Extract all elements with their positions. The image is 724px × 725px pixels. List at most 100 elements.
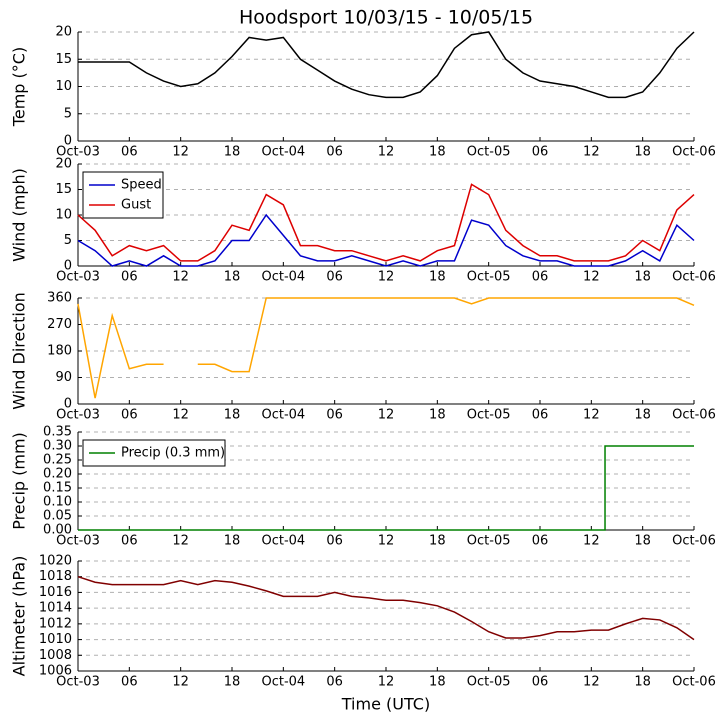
y-tick-label: 5 <box>64 106 72 121</box>
data-line <box>78 31 695 99</box>
y-tick-label: 0.05 <box>43 509 72 524</box>
x-tick-label: 12 <box>378 145 395 160</box>
y-tick-label: 0.35 <box>43 425 72 440</box>
x-tick-label: 06 <box>326 145 343 160</box>
x-tick-label: 12 <box>378 408 395 423</box>
y-axis-label: Temp (°C) <box>10 47 29 127</box>
data-line <box>77 297 695 399</box>
x-tick-label: Oct-03 <box>56 145 100 160</box>
x-tick-label: Oct-04 <box>261 408 305 423</box>
x-axis-label: Time (UTC) <box>341 695 430 714</box>
y-tick-label: 15 <box>55 182 72 197</box>
x-tick-label: 18 <box>224 270 241 285</box>
y-tick-label: 360 <box>47 291 72 306</box>
x-tick-label: Oct-06 <box>672 675 716 690</box>
x-tick-label: Oct-05 <box>467 145 511 160</box>
x-tick-label: 18 <box>429 675 446 690</box>
y-tick-label: 10 <box>55 79 72 94</box>
x-tick-label: 12 <box>172 675 189 690</box>
y-tick-label: 0.15 <box>43 481 72 496</box>
x-tick-label: 06 <box>121 675 138 690</box>
y-tick-label: 1018 <box>39 569 72 584</box>
x-tick-label: Oct-04 <box>261 270 305 285</box>
x-tick-label: Oct-04 <box>261 675 305 690</box>
x-tick-label: 06 <box>121 534 138 549</box>
y-tick-label: 0.00 <box>43 523 72 538</box>
chart-title: Hoodsport 10/03/15 - 10/05/15 <box>239 7 533 29</box>
y-tick-label: 1014 <box>39 601 72 616</box>
x-tick-label: 12 <box>378 270 395 285</box>
x-tick-label: 18 <box>634 675 651 690</box>
legend-box <box>82 171 164 219</box>
y-axis-label: Precip (mm) <box>10 432 29 530</box>
y-tick-label: 0 <box>64 259 72 274</box>
x-tick-label: Oct-03 <box>56 534 100 549</box>
data-line <box>77 213 695 267</box>
x-tick-label: Oct-06 <box>672 534 716 549</box>
x-tick-label: 18 <box>634 270 651 285</box>
y-tick-label: 0.10 <box>43 495 72 510</box>
x-tick-label: 06 <box>121 408 138 423</box>
x-tick-label: Oct-03 <box>56 408 100 423</box>
legend-label: Gust <box>121 198 151 213</box>
x-tick-label: 12 <box>172 145 189 160</box>
x-tick-label: 12 <box>172 534 189 549</box>
x-tick-label: Oct-06 <box>672 270 716 285</box>
x-tick-label: 06 <box>121 145 138 160</box>
x-tick-label: 18 <box>634 145 651 160</box>
y-tick-label: 20 <box>55 25 72 40</box>
x-tick-label: 18 <box>429 145 446 160</box>
y-axis-label: Altimeter (hPa) <box>10 556 29 677</box>
data-line <box>78 445 694 531</box>
x-tick-label: Oct-05 <box>467 675 511 690</box>
x-tick-label: 18 <box>224 408 241 423</box>
x-tick-label: Oct-04 <box>261 534 305 549</box>
x-tick-label: 12 <box>583 408 600 423</box>
x-tick-label: 12 <box>583 534 600 549</box>
data-line <box>77 575 695 641</box>
x-tick-label: 06 <box>532 675 549 690</box>
x-tick-label: 06 <box>532 270 549 285</box>
y-tick-label: 1012 <box>39 616 72 631</box>
x-tick-label: 18 <box>224 145 241 160</box>
y-tick-label: 0.20 <box>43 467 72 482</box>
y-tick-label: 0.25 <box>43 453 72 468</box>
x-tick-label: 12 <box>378 534 395 549</box>
x-tick-label: 18 <box>429 270 446 285</box>
y-tick-label: 1016 <box>39 585 72 600</box>
x-tick-label: 18 <box>634 534 651 549</box>
x-tick-label: Oct-03 <box>56 270 100 285</box>
x-tick-label: 12 <box>583 270 600 285</box>
x-tick-label: Oct-05 <box>467 270 511 285</box>
y-tick-label: 1008 <box>39 648 72 663</box>
legend-label: Precip (0.3 mm) <box>121 446 225 461</box>
legend-label: Speed <box>121 178 162 193</box>
x-tick-label: 12 <box>583 675 600 690</box>
x-tick-label: 06 <box>326 534 343 549</box>
y-tick-label: 1020 <box>39 554 72 569</box>
y-tick-label: 5 <box>64 233 72 248</box>
x-tick-label: 18 <box>224 534 241 549</box>
x-tick-label: 12 <box>172 270 189 285</box>
x-tick-label: 12 <box>172 408 189 423</box>
y-tick-label: 1006 <box>39 664 72 679</box>
y-axis-label: Wind Direction <box>10 292 29 410</box>
y-tick-label: 0 <box>64 134 72 149</box>
x-tick-label: 18 <box>634 408 651 423</box>
x-tick-label: 06 <box>326 408 343 423</box>
y-tick-label: 0 <box>64 397 72 412</box>
x-tick-label: 06 <box>326 270 343 285</box>
y-axis-label: Wind (mph) <box>10 168 29 262</box>
y-tick-label: 90 <box>55 370 72 385</box>
x-tick-label: Oct-03 <box>56 675 100 690</box>
x-tick-label: 18 <box>429 408 446 423</box>
x-tick-label: Oct-06 <box>672 145 716 160</box>
y-tick-label: 1010 <box>39 632 72 647</box>
y-tick-label: 270 <box>47 317 72 332</box>
x-tick-label: 12 <box>583 145 600 160</box>
x-tick-label: 06 <box>326 675 343 690</box>
x-tick-label: Oct-05 <box>467 534 511 549</box>
x-tick-label: Oct-04 <box>261 145 305 160</box>
y-tick-label: 10 <box>55 208 72 223</box>
